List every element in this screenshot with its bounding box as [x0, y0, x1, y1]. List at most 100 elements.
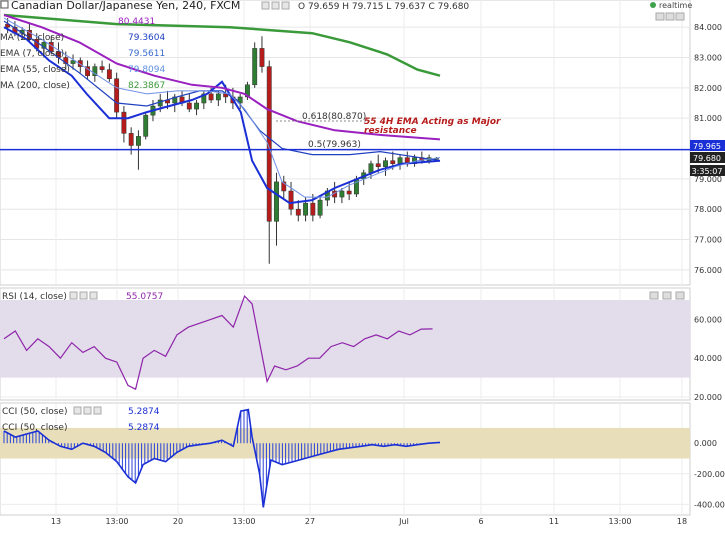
- rsi-band: [0, 300, 690, 378]
- y-tick-label: 83.000: [694, 54, 722, 63]
- settings-icon[interactable]: [73, 406, 82, 415]
- y-tick-label: 60.000: [694, 315, 722, 324]
- settings-icon[interactable]: [69, 291, 78, 300]
- ema55-line: [3, 17, 441, 198]
- x-tick-label: Jul: [398, 517, 409, 526]
- rsi-label: RSI (14, close): [2, 292, 67, 302]
- eye-icon[interactable]: [83, 406, 92, 415]
- close-icon[interactable]: [89, 291, 98, 300]
- realtime-label: realtime: [659, 1, 692, 10]
- level-price-badge-text: 79.965: [693, 142, 721, 151]
- panel-button-icon[interactable]: [662, 291, 672, 300]
- eye-icon[interactable]: [79, 291, 88, 300]
- fib-5-label: 0.5(79.963): [308, 140, 361, 150]
- candle: [274, 172, 279, 246]
- y-tick-label: 81.000: [694, 114, 722, 123]
- indicator-bands: [0, 300, 690, 459]
- x-tick-label: 13: [51, 517, 61, 526]
- y-tick-label: 77.000: [694, 236, 722, 245]
- main-panel[interactable]: [0, 0, 691, 286]
- x-tick-label: 13:00: [232, 517, 255, 526]
- candle: [77, 57, 83, 73]
- candle: [295, 200, 301, 222]
- x-tick-label: 13:00: [105, 517, 128, 526]
- candle: [99, 60, 105, 73]
- annotation-note: resistance: [364, 126, 417, 136]
- cci-value: 5.2874: [128, 407, 160, 417]
- candle: [201, 90, 207, 110]
- ma21-line: [3, 20, 441, 162]
- candle: [121, 106, 127, 143]
- legend-label: MA (200, close): [0, 81, 70, 91]
- x-tick-label: 6: [478, 517, 483, 526]
- panel-button-icon[interactable]: [675, 291, 685, 300]
- last-price-badge: [690, 152, 725, 163]
- candle: [114, 72, 120, 119]
- level-price-badge: [690, 140, 725, 151]
- candle: [259, 36, 265, 73]
- x-tick-label: 20: [173, 517, 183, 526]
- x-tick-label: 11: [549, 517, 559, 526]
- settings-icon[interactable]: [261, 1, 270, 10]
- close-icon[interactable]: [93, 406, 102, 415]
- rsi-value: 55.0757: [126, 292, 163, 302]
- countdown-badge: [690, 165, 725, 176]
- candle: [339, 187, 345, 204]
- y-tick-label: 20.000: [694, 393, 722, 402]
- y-tick-label: 0.000: [694, 439, 717, 448]
- y-tick-label: -200.000: [694, 470, 725, 479]
- panel-button-icon[interactable]: [655, 12, 665, 21]
- legend-value: 82.3867: [128, 81, 165, 91]
- chart-title: Canadian Dollar/Japanese Yen, 240, FXCM: [11, 0, 240, 12]
- close-icon[interactable]: [281, 1, 290, 10]
- ma200-line: [3, 13, 441, 77]
- cci-label: CCI (50, close): [2, 423, 67, 433]
- fib-618-label: 0.618(80.870): [302, 112, 366, 122]
- annotation-note: 55 4H EMA Acting as Major: [364, 117, 501, 127]
- indicator-legend: 80.4431 MA (21, close) 79.3604 EMA (7, clo…: [0, 17, 165, 91]
- candle: [252, 42, 258, 88]
- legend-label: EMA (55, close): [0, 65, 70, 75]
- collapse-icon[interactable]: [0, 0, 9, 9]
- legend-value: 79.5611: [128, 49, 165, 59]
- candle: [237, 93, 243, 110]
- candle: [317, 197, 323, 219]
- cci-label: CCI (50, close): [2, 407, 67, 417]
- y-tick-label: -400.000: [694, 500, 725, 509]
- legend-label: EMA (7, close): [0, 49, 64, 59]
- candle: [215, 90, 221, 107]
- y-tick-label: 82.000: [694, 84, 722, 93]
- axis-ticks: 84.000 83.000 82.000 81.000 79.000 78.000 77.0…: [51, 23, 725, 526]
- x-tick-label: 18: [677, 517, 687, 526]
- candle: [70, 54, 76, 70]
- legend-top-value: 80.4431: [118, 17, 155, 27]
- cci-header: CCI (50, close) 5.2874 CCI (50, close) 5…: [2, 406, 160, 433]
- cci-band: [0, 427, 690, 459]
- legend-label: MA (21, close): [0, 33, 64, 43]
- panel-button-icon[interactable]: [675, 12, 685, 21]
- candle: [383, 157, 388, 176]
- eye-icon[interactable]: [271, 1, 280, 10]
- panel-button-icon[interactable]: [665, 12, 675, 21]
- candle: [106, 63, 112, 82]
- realtime-dot-icon: [650, 2, 656, 8]
- legend-value: 79.3604: [128, 33, 165, 43]
- last-price-badge-text: 79.680: [693, 154, 721, 163]
- rsi-line: [3, 294, 433, 391]
- x-tick-label: 13:00: [608, 517, 631, 526]
- y-tick-label: 84.000: [694, 23, 722, 32]
- legend-value: 79.8094: [128, 65, 165, 75]
- x-tick-label: 27: [305, 517, 315, 526]
- purple-ma-line: [3, 14, 441, 141]
- y-tick-label: 40.000: [694, 354, 722, 363]
- candle: [27, 24, 32, 43]
- cci-panel[interactable]: [0, 402, 691, 516]
- rsi-header: RSI (14, close) 55.0757: [2, 291, 685, 302]
- series-lines: [3, 13, 441, 508]
- ohlc-readout: O 79.659 H 79.715 L 79.637 C 79.680: [298, 2, 469, 12]
- panel-button-icon[interactable]: [649, 291, 659, 300]
- candle: [85, 60, 90, 79]
- candlesticks: [5, 18, 439, 264]
